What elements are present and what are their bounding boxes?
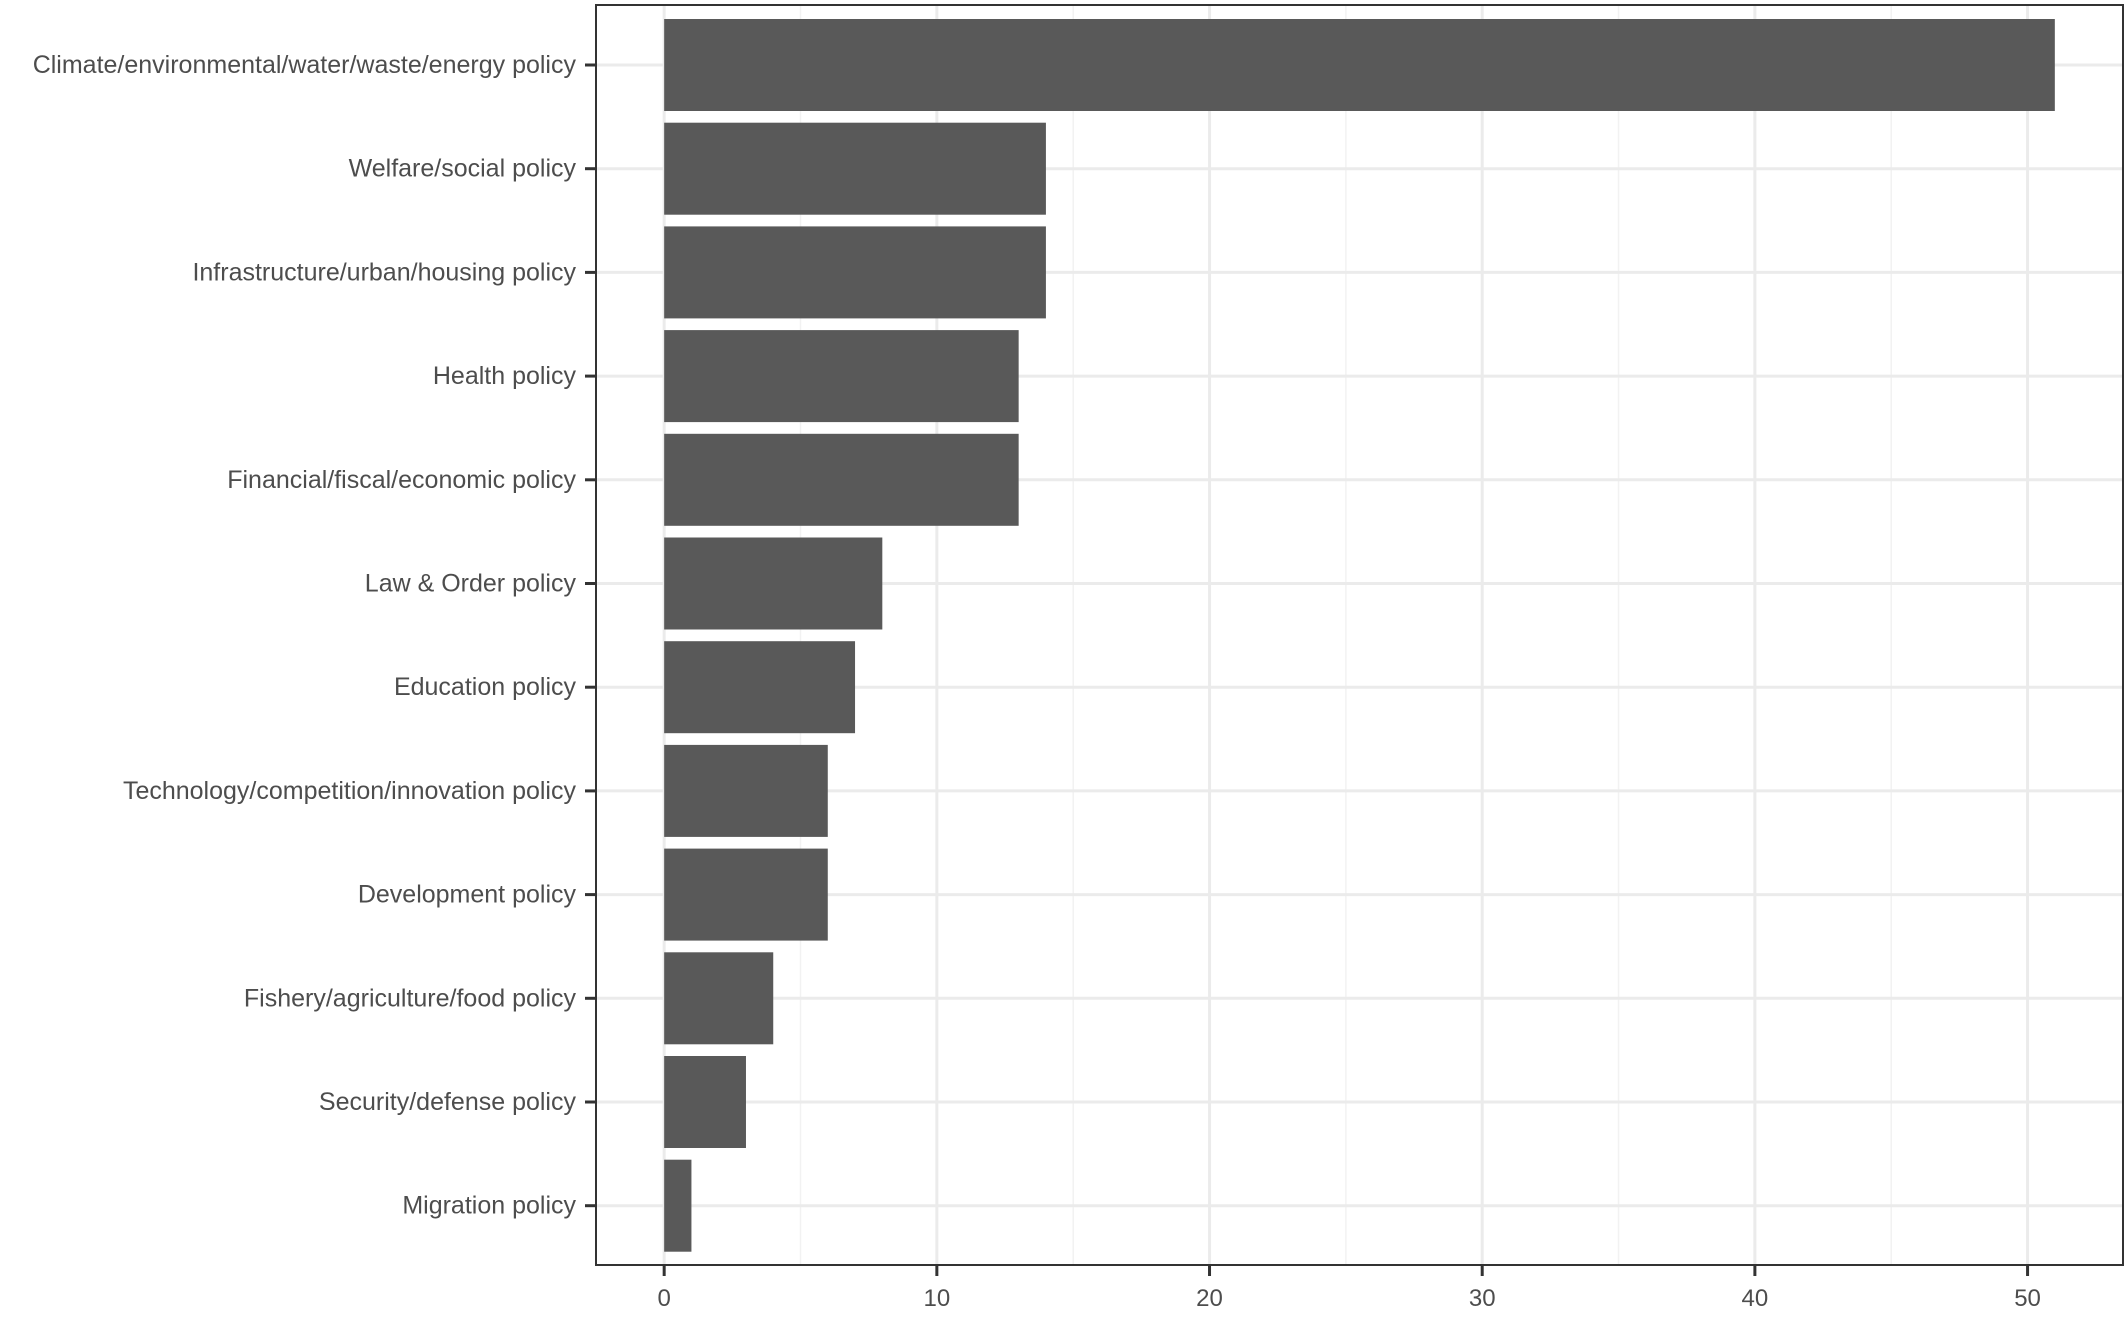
x-tick-label: 10 xyxy=(923,1285,950,1312)
grid-lines xyxy=(596,5,2123,1265)
bar xyxy=(664,1056,746,1148)
x-axis: 0 10 20 30 40 50 xyxy=(657,1265,2041,1312)
y-tick-label: Infrastructure/urban/housing policy xyxy=(192,258,576,286)
panel-border xyxy=(595,4,2124,1266)
x-tick-label: 0 xyxy=(657,1285,670,1312)
y-axis: Climate/environmental/water/waste/energy… xyxy=(33,51,596,1220)
y-tick-label: Health policy xyxy=(433,362,577,390)
y-tick-label: Security/defense policy xyxy=(319,1088,577,1116)
bars xyxy=(664,19,2055,1252)
panel-background xyxy=(596,5,2123,1265)
y-tick-label: Development policy xyxy=(358,881,577,909)
bar xyxy=(664,744,828,837)
y-tick-label: Financial/fiscal/economic policy xyxy=(227,466,576,494)
bar xyxy=(664,122,1046,215)
y-tick-label: Welfare/social policy xyxy=(349,155,577,183)
y-tick-label: Fishery/agriculture/food policy xyxy=(244,984,577,1012)
bar xyxy=(664,848,828,941)
x-tick-label: 20 xyxy=(1196,1285,1223,1312)
x-tick-label: 30 xyxy=(1469,1285,1496,1312)
x-tick-label: 40 xyxy=(1742,1285,1769,1312)
bar xyxy=(664,19,2055,111)
bar xyxy=(664,226,1046,319)
bar xyxy=(664,641,856,734)
bar xyxy=(664,537,883,630)
y-tick-label: Law & Order policy xyxy=(365,570,577,598)
y-tick-label: Climate/environmental/water/waste/energy… xyxy=(33,51,577,79)
y-tick-label: Migration policy xyxy=(402,1192,576,1220)
bar xyxy=(664,433,1019,526)
bar xyxy=(664,330,1019,423)
x-tick-label: 50 xyxy=(2014,1285,2041,1312)
bar xyxy=(664,1159,692,1252)
y-tick-label: Education policy xyxy=(394,673,577,701)
y-tick-label: Technology/competition/innovation policy xyxy=(123,777,577,805)
bar xyxy=(664,952,774,1045)
